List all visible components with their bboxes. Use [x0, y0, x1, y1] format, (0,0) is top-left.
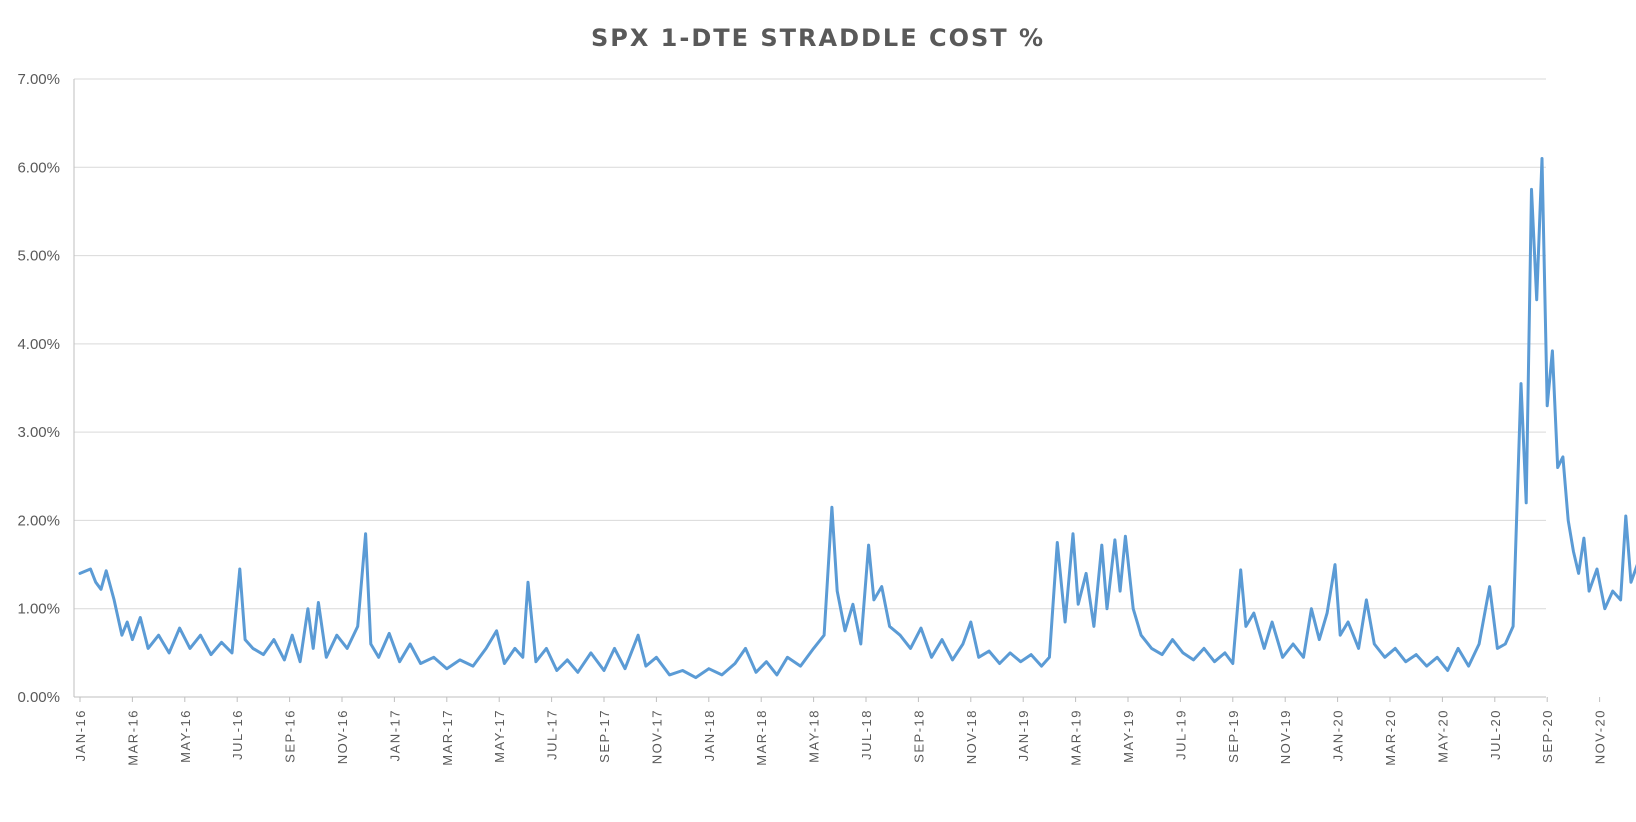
x-tick-label: JUL-16	[230, 709, 245, 760]
series-line	[78, 157, 1636, 680]
y-tick-label: 4.00%	[17, 336, 60, 353]
x-tick-label: JUL-19	[1173, 709, 1188, 760]
y-tick-label: 2.00%	[17, 512, 60, 529]
x-axis: JAN-16 MAR-16 MAY-16 JUL-16 SEP-16 NOV-16 JAN-…	[73, 696, 1608, 766]
x-tick-label: JAN-16	[73, 709, 88, 761]
y-tick-label: 3.00%	[17, 424, 60, 441]
x-tick-label: MAR-17	[440, 709, 455, 766]
x-tick-label: SEP-20	[1540, 709, 1555, 763]
x-tick-label: SEP-17	[597, 709, 612, 763]
x-tick-label: MAY-19	[1121, 709, 1136, 763]
x-tick-label: NOV-16	[335, 709, 350, 764]
y-tick-label: 6.00%	[17, 159, 60, 176]
y-axis: 0.00% 1.00% 2.00% 3.00% 4.00% 5.00% 6.00% 7.00%	[17, 71, 75, 706]
x-tick-label: JUL-20	[1488, 709, 1503, 760]
x-tick-label: NOV-17	[649, 709, 664, 764]
x-tick-label: MAY-17	[492, 709, 507, 763]
x-tick-label: JUL-18	[859, 709, 874, 760]
y-tick-label: 1.00%	[17, 601, 60, 618]
x-tick-label: JUL-17	[545, 709, 560, 760]
x-tick-label: MAR-19	[1069, 709, 1084, 766]
chart-title: SPX 1-DTE STRADDLE COST %	[591, 24, 1045, 52]
x-tick-label: MAY-16	[178, 709, 193, 763]
x-tick-label: MAY-18	[807, 709, 822, 763]
y-tick-label: 0.00%	[17, 689, 60, 706]
x-tick-label: MAY-20	[1435, 709, 1450, 763]
y-tick-label: 5.00%	[17, 248, 60, 265]
x-tick-label: MAR-20	[1383, 709, 1398, 766]
x-tick-label: MAR-18	[754, 709, 769, 766]
gridlines	[74, 78, 1546, 610]
y-tick-label: 7.00%	[17, 71, 60, 88]
x-tick-label: MAR-16	[125, 709, 140, 766]
x-tick-label: SEP-18	[911, 709, 926, 763]
x-tick-label: NOV-18	[964, 709, 979, 764]
x-tick-label: JAN-19	[1016, 709, 1031, 761]
x-tick-label: JAN-20	[1331, 709, 1346, 761]
x-tick-label: NOV-20	[1593, 709, 1608, 764]
x-tick-label: SEP-19	[1226, 709, 1241, 763]
x-tick-label: JAN-17	[387, 709, 402, 761]
x-tick-label: NOV-19	[1278, 709, 1293, 764]
x-tick-label: SEP-16	[283, 709, 298, 763]
series-layer	[78, 157, 1636, 680]
x-tick-label: JAN-18	[702, 709, 717, 761]
